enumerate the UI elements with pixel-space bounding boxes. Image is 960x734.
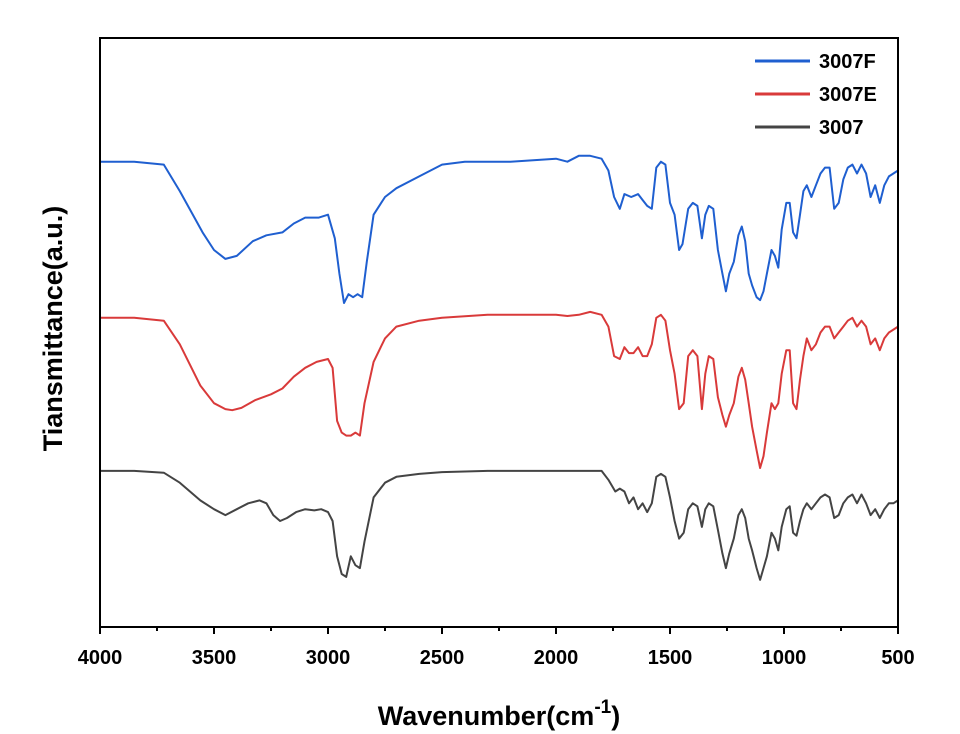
x-axis-title: Wavenumber(cm-1) bbox=[378, 697, 620, 731]
x-tick-label-3000: 3000 bbox=[306, 647, 351, 669]
series-line-3007 bbox=[100, 469, 899, 581]
x-tick-label-4000: 4000 bbox=[78, 647, 123, 669]
series-line-3007E bbox=[100, 310, 899, 469]
legend-label-3007E: 3007E bbox=[819, 84, 877, 106]
legend-label-3007F: 3007F bbox=[819, 51, 876, 73]
x-tick-label-1500: 1500 bbox=[648, 647, 693, 669]
x-tick-label-2000: 2000 bbox=[534, 647, 579, 669]
legend-label-3007: 3007 bbox=[819, 117, 864, 139]
x-tick-label-3500: 3500 bbox=[192, 647, 237, 669]
y-axis-title: Tiansmittance(a.u.) bbox=[38, 206, 68, 452]
x-axis-title-close: ) bbox=[611, 701, 620, 731]
x-tick-label-500: 500 bbox=[881, 647, 914, 669]
x-tick-label-2500: 2500 bbox=[420, 647, 465, 669]
x-tick-label-1000: 1000 bbox=[762, 647, 807, 669]
x-axis: 4000 3500 3000 2500 2000 1500 1000 500 bbox=[78, 627, 915, 669]
x-axis-title-sup: -1 bbox=[594, 697, 611, 718]
series-layer bbox=[100, 154, 899, 581]
x-axis-title-main: Wavenumber(cm bbox=[378, 701, 595, 731]
series-line-3007F bbox=[100, 154, 899, 304]
legend: 3007F 3007E 3007 bbox=[755, 51, 877, 139]
